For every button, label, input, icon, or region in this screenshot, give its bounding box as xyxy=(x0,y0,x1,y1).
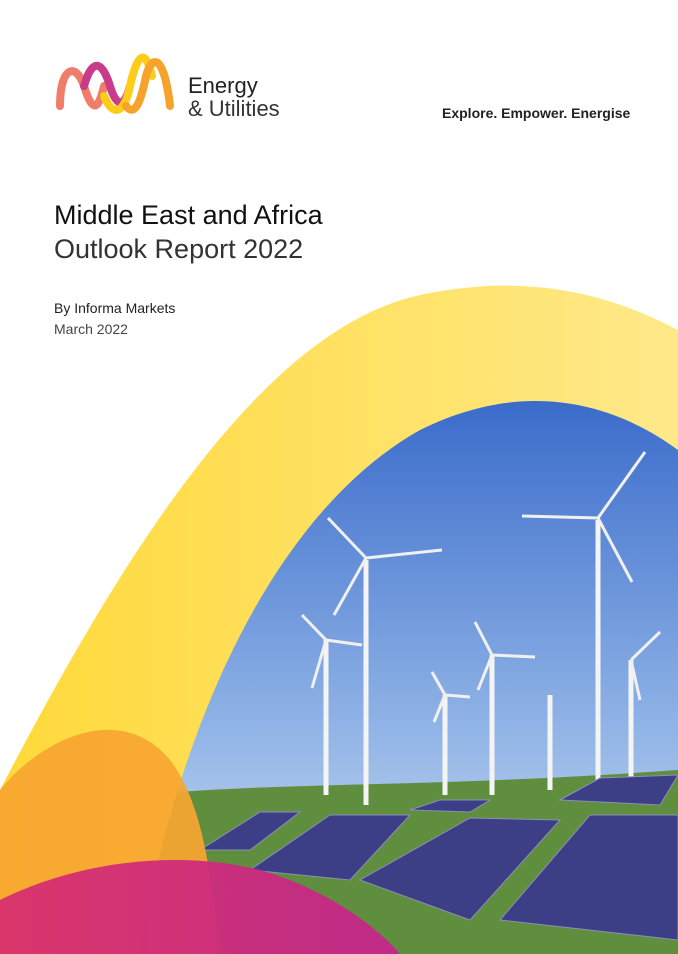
energy-utilities-logo-icon xyxy=(56,53,174,114)
brand-name: Energy & Utilities xyxy=(188,74,280,120)
author: By Informa Markets xyxy=(54,300,176,316)
pink-wave xyxy=(0,860,400,954)
publication-date: March 2022 xyxy=(54,321,128,337)
brand-line-2: & Utilities xyxy=(188,96,280,121)
report-title: Middle East and Africa Outlook Report 20… xyxy=(54,198,323,266)
brand-line-1: Energy xyxy=(188,73,258,98)
title-line-1: Middle East and Africa xyxy=(54,200,323,230)
tagline: Explore. Empower. Energise xyxy=(442,105,631,121)
title-line-2: Outlook Report 2022 xyxy=(54,234,304,264)
